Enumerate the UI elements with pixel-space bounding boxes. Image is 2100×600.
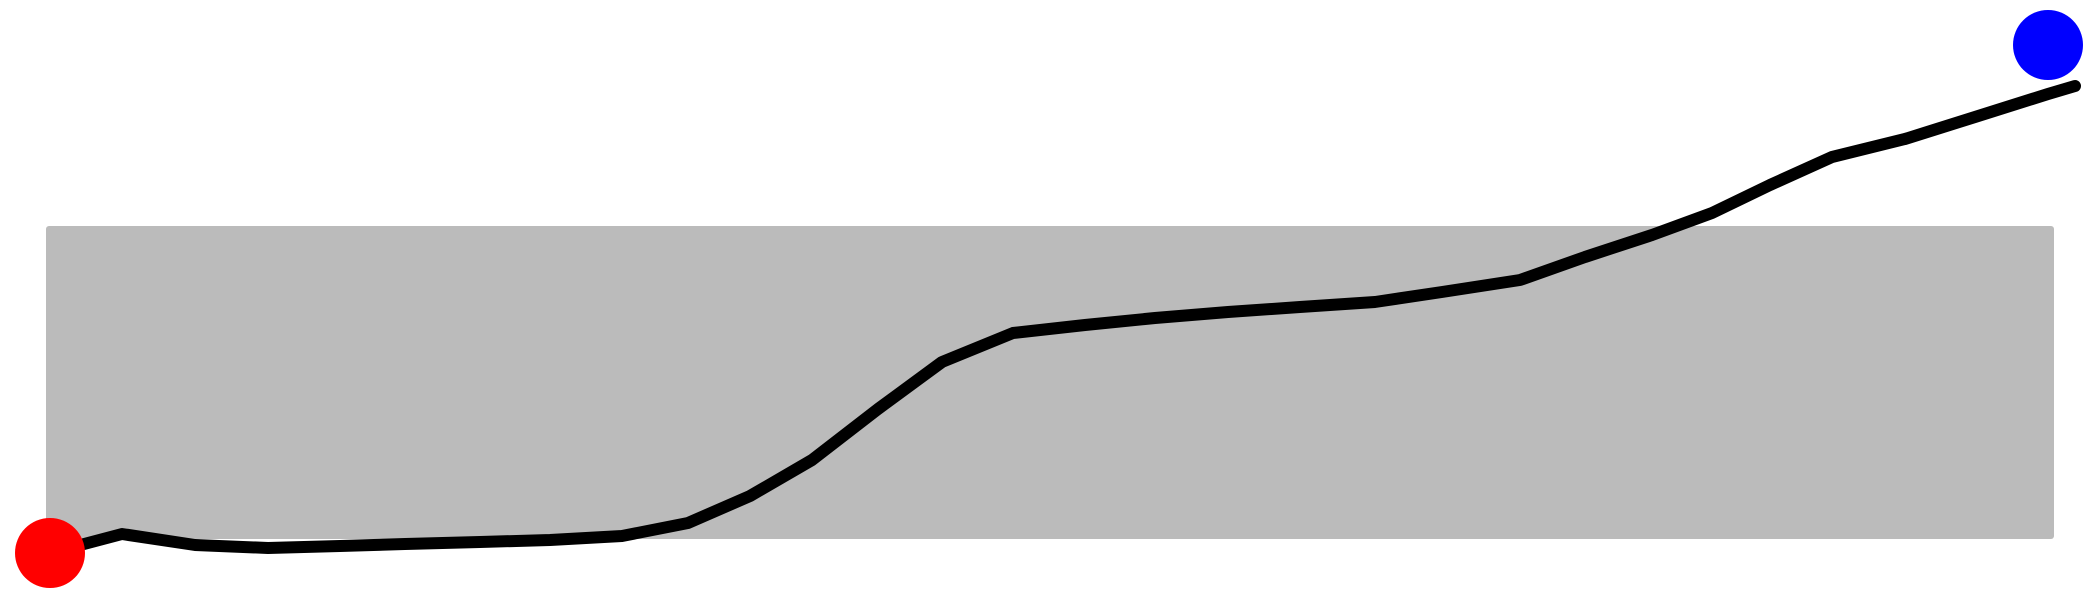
start-dot-icon [15,518,85,588]
trajectory-line [44,80,2081,559]
end-dot-icon [2013,10,2083,80]
gray-band-rectangle [46,226,2054,539]
